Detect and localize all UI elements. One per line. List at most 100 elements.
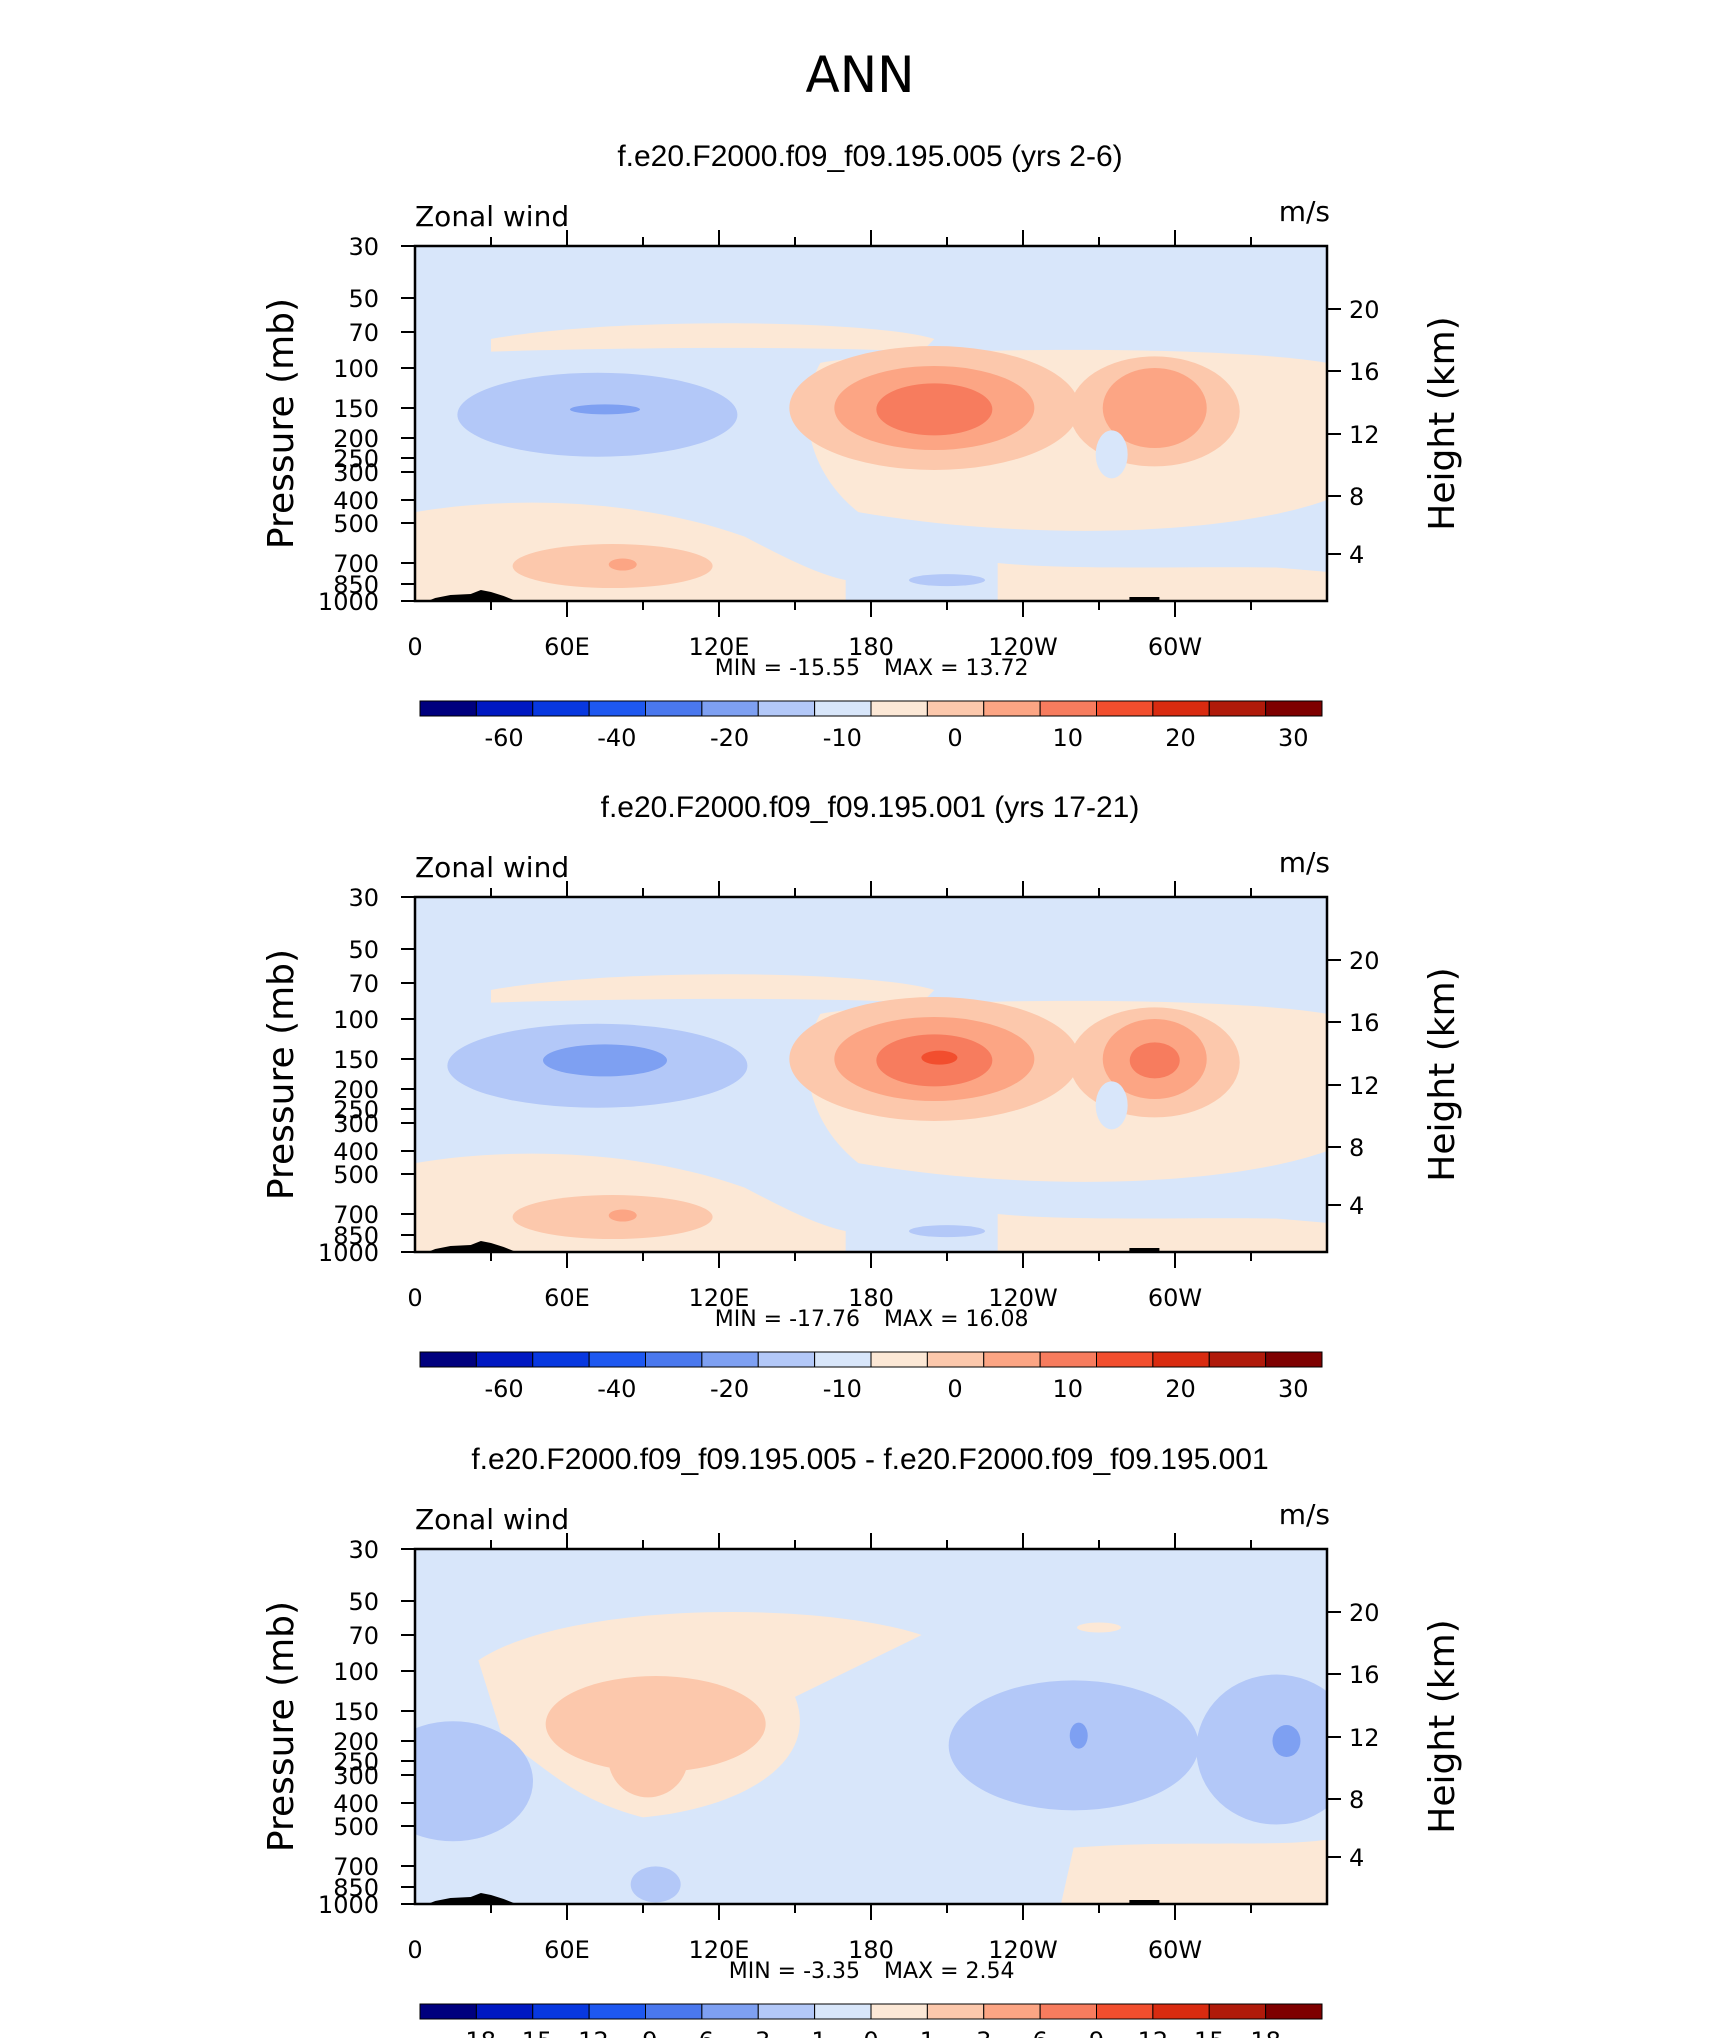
units-label: m/s — [1279, 195, 1330, 228]
colorbar-label: 10 — [1053, 724, 1084, 752]
colorbar-label: 0 — [947, 724, 962, 752]
y-tick-label: 150 — [333, 1046, 379, 1074]
colorbar-box — [588, 2003, 646, 2020]
colorbar-box — [1265, 1351, 1323, 1368]
colorbar-box — [926, 1351, 985, 1368]
colorbar-box — [419, 700, 477, 717]
colorbar-box — [1039, 700, 1097, 717]
y-right-tick-label: 16 — [1349, 358, 1380, 386]
colorbar-box — [1039, 2003, 1097, 2020]
colorbar-label: -1 — [803, 2027, 827, 2038]
y-right-tick-label: 20 — [1349, 1599, 1380, 1627]
y-tick-label: 50 — [348, 285, 379, 313]
colorbar-label: 1 — [920, 2027, 935, 2038]
colorbar: -60 -40 -20 -10 0 10 20 30 — [419, 1351, 1323, 1403]
x-tick-label: 60W — [1148, 1284, 1202, 1312]
x-tick-label: 0 — [407, 633, 422, 661]
panel-2: f.e20.F2000.f09_f09.195.001 (yrs 17-21) Z… — [261, 791, 1463, 1403]
y-right-axis-title: Height (km) — [1422, 316, 1463, 530]
y-tick-label: 30 — [348, 884, 379, 912]
y-axis-title: Pressure (mb) — [261, 949, 302, 1200]
y-tick-label: 100 — [333, 1658, 379, 1686]
x-tick-label: 180 — [848, 633, 894, 661]
y-right-tick-label: 20 — [1349, 947, 1380, 975]
colorbar-box — [757, 2003, 816, 2020]
colorbar-label: -10 — [823, 1375, 862, 1403]
colorbar-label: -40 — [597, 1375, 636, 1403]
colorbar-box — [532, 700, 590, 717]
colorbar-box — [1152, 2003, 1210, 2020]
min-label: MIN = -15.55 — [715, 656, 860, 681]
y-right-tick-label: 12 — [1349, 421, 1380, 449]
colorbar-box — [532, 1351, 590, 1368]
figure-title: ANN — [805, 46, 914, 104]
negative-core-1 — [1069, 1722, 1088, 1749]
colorbar-box — [1265, 700, 1323, 717]
colorbar-label: 15 — [1194, 2027, 1225, 2038]
y-axis-title: Pressure (mb) — [261, 1601, 302, 1852]
colorbar-label: 10 — [1053, 1375, 1084, 1403]
colorbar-box — [814, 2003, 872, 2020]
y-tick-label: 30 — [348, 233, 379, 261]
colorbar-box — [814, 1351, 872, 1368]
colorbar-label: 20 — [1165, 724, 1196, 752]
y-tick-label: 500 — [333, 510, 379, 538]
colorbar-label: 0 — [863, 2027, 878, 2038]
x-tick-label: 60E — [544, 633, 590, 661]
colorbar-box — [645, 700, 703, 717]
y-right-axis-title: Height (km) — [1422, 1619, 1463, 1833]
x-tick-label: 60W — [1148, 633, 1202, 661]
y-tick-label: 850 — [333, 1874, 379, 1902]
low-level-core — [608, 1209, 637, 1222]
y-tick-label: 150 — [333, 395, 379, 423]
y-tick-label: 1000 — [318, 1891, 379, 1919]
y-tick-label: 300 — [333, 1110, 379, 1138]
y-tick-label: 200 — [333, 425, 379, 453]
colorbar-box — [475, 2003, 534, 2020]
positive-anomaly-lobe — [608, 1717, 689, 1798]
colorbar-box — [1208, 2003, 1267, 2020]
y-right-tick-label: 16 — [1349, 1661, 1380, 1689]
y-tick-label: 30 — [348, 1536, 379, 1564]
surface-easterly — [909, 1225, 985, 1238]
panel-title: f.e20.F2000.f09_f09.195.005 (yrs 2-6) — [617, 140, 1122, 173]
colorbar-label: -20 — [710, 1375, 749, 1403]
y-tick-label: 150 — [333, 1698, 379, 1726]
y-tick-label: 70 — [348, 319, 379, 347]
colorbar-label: -12 — [570, 2027, 609, 2038]
surface-positive — [1061, 1839, 1327, 1904]
colorbar-label: 6 — [1032, 2027, 1047, 2038]
y-tick-label: 700 — [333, 550, 379, 578]
colorbar-box — [475, 1351, 534, 1368]
y-tick-label: 250 — [333, 445, 379, 473]
y-right-tick-label: 20 — [1349, 296, 1380, 324]
y-right-axis-title: Height (km) — [1422, 967, 1463, 1181]
colorbar-label: 0 — [947, 1375, 962, 1403]
colorbar-label: 3 — [976, 2027, 991, 2038]
units-label: m/s — [1279, 1498, 1330, 1531]
colorbar-label: -3 — [746, 2027, 770, 2038]
colorbar-box — [475, 700, 534, 717]
colorbar-label: -60 — [484, 1375, 523, 1403]
x-tick-label: 120E — [689, 633, 750, 661]
colorbar-label: 20 — [1165, 1375, 1196, 1403]
colorbar-box — [814, 700, 872, 717]
y-tick-label: 850 — [333, 571, 379, 599]
y-right-tick-label: 4 — [1349, 541, 1364, 569]
negative-anomaly-far-east — [1196, 1674, 1327, 1825]
min-label: MIN = -3.35 — [729, 1959, 860, 1984]
colorbar-label: -40 — [597, 724, 636, 752]
jet-core-east-inner — [1129, 1042, 1180, 1079]
x-tick-label: 180 — [848, 1936, 894, 1964]
western-low-level — [997, 563, 1327, 601]
y-tick-label: 100 — [333, 1006, 379, 1034]
easterly-region — [457, 372, 738, 457]
colorbar-box — [870, 2003, 928, 2020]
y-right-tick-label: 8 — [1349, 483, 1364, 511]
colorbar-label: 30 — [1278, 724, 1309, 752]
y-tick-label: 70 — [348, 1622, 379, 1650]
y-right-tick-label: 12 — [1349, 1072, 1380, 1100]
colorbar-box — [1208, 1351, 1267, 1368]
colorbar-box — [701, 1351, 759, 1368]
